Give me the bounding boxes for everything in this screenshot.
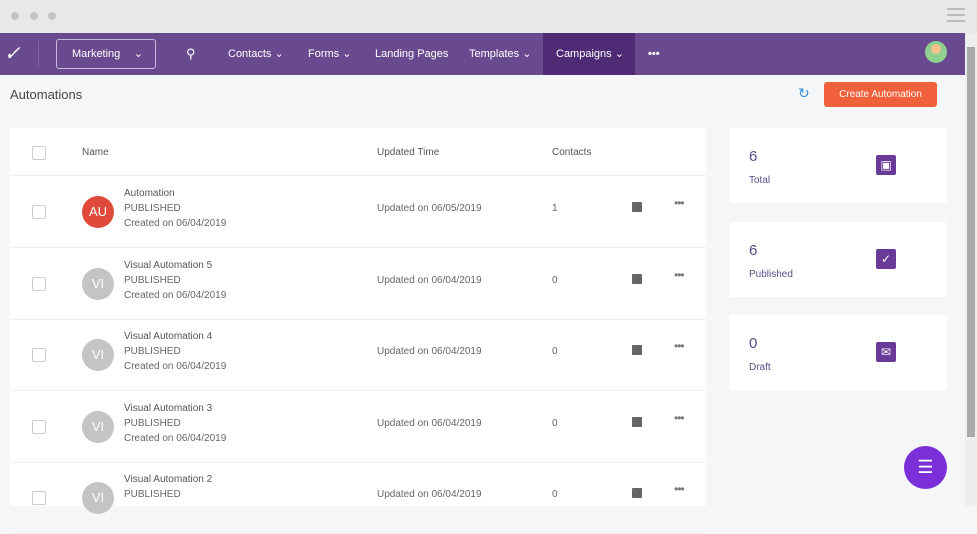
table-row[interactable]: VI Visual Automation 4 PUBLISHED Created… [10, 319, 706, 391]
nav-campaigns[interactable]: Campaigns ⌄ [543, 33, 635, 75]
stat-value: 6 [749, 148, 758, 165]
chevron-down-icon: ⌄ [133, 48, 143, 60]
created-date: Created on 06/04/2019 [124, 361, 227, 372]
avatar: AU [82, 196, 114, 228]
more-options-icon[interactable]: ••• [674, 339, 685, 353]
avatar[interactable] [925, 41, 947, 63]
avatar: VI [82, 410, 114, 443]
table-header: Name Updated Time Contacts [10, 128, 706, 176]
row-checkbox[interactable] [32, 419, 46, 434]
status-badge: PUBLISHED [124, 489, 181, 500]
table-row[interactable]: VI Visual Automation 2 PUBLISHED Updated… [10, 462, 706, 534]
more-options-icon[interactable]: ••• [674, 482, 685, 496]
envelope-icon: ✉ [876, 342, 896, 362]
chat-button[interactable]: ☰ [904, 446, 947, 489]
stat-label: Total [749, 175, 771, 186]
automation-name[interactable]: Visual Automation 3 [124, 402, 213, 414]
stat-label: Published [749, 269, 793, 280]
divider [38, 41, 39, 67]
workspace-select[interactable]: Marketing ⌄ [56, 39, 156, 69]
contacts-count: 0 [552, 346, 558, 357]
more-icon[interactable]: ••• [648, 48, 660, 60]
automation-name[interactable]: Visual Automation 4 [124, 331, 213, 342]
window-dot [30, 12, 38, 20]
contacts-count: 0 [552, 274, 558, 286]
stat-label: Draft [749, 362, 771, 373]
create-automation-button[interactable]: Create Automation [824, 82, 937, 107]
avatar: VI [82, 482, 114, 514]
workspace-label: Marketing [72, 48, 121, 60]
bar-chart-icon[interactable] [632, 345, 642, 355]
stat-card-total[interactable]: 6 Total ▣ [730, 128, 947, 203]
automation-name[interactable]: Visual Automation 2 [124, 474, 213, 485]
avatar: VI [82, 267, 114, 300]
status-badge: PUBLISHED [124, 417, 181, 429]
row-checkbox[interactable] [32, 348, 46, 362]
header-contacts: Contacts [552, 147, 592, 158]
stat-value: 6 [749, 242, 758, 259]
top-nav: ✓ Marketing ⌄ ⚲ Contacts ⌄ Forms ⌄ Landin… [0, 33, 965, 75]
more-options-icon[interactable]: ••• [674, 196, 685, 210]
updated-time: Updated on 06/04/2019 [377, 489, 482, 500]
bar-chart-icon[interactable] [632, 202, 642, 212]
status-badge: PUBLISHED [124, 203, 181, 214]
select-all-checkbox[interactable] [32, 146, 46, 160]
clipboard-check-icon: ✓ [876, 249, 896, 269]
row-checkbox[interactable] [32, 276, 46, 291]
browser-chrome [0, 0, 977, 33]
search-icon[interactable]: ⚲ [186, 46, 196, 61]
scrollbar[interactable] [965, 33, 977, 506]
status-badge: PUBLISHED [124, 274, 181, 286]
table-row[interactable]: VI Visual Automation 3 PUBLISHED Created… [10, 391, 706, 463]
updated-time: Updated on 06/04/2019 [377, 417, 482, 429]
stat-card-draft[interactable]: 0 Draft ✉ [730, 315, 947, 390]
automation-name[interactable]: Visual Automation 5 [124, 259, 213, 271]
created-date: Created on 06/04/2019 [124, 289, 227, 301]
contacts-count: 1 [552, 203, 558, 214]
table-row[interactable]: VI Visual Automation 5 PUBLISHED Created… [10, 248, 706, 320]
table-row[interactable]: AU Automation PUBLISHED Created on 06/04… [10, 176, 706, 248]
save-icon: ▣ [876, 155, 896, 175]
logo-icon[interactable]: ✓ [4, 43, 21, 65]
created-date: Created on 06/04/2019 [124, 218, 227, 229]
avatar: VI [82, 339, 114, 371]
more-options-icon[interactable]: ••• [674, 410, 685, 425]
more-options-icon[interactable]: ••• [674, 267, 685, 282]
updated-time: Updated on 06/05/2019 [377, 203, 482, 214]
row-checkbox[interactable] [32, 491, 46, 505]
status-badge: PUBLISHED [124, 346, 181, 357]
contacts-count: 0 [552, 489, 558, 500]
nav-contacts[interactable]: Contacts ⌄ [228, 48, 284, 60]
bar-chart-icon[interactable] [632, 488, 642, 498]
nav-landing-pages[interactable]: Landing Pages [375, 48, 449, 60]
nav-templates[interactable]: Templates ⌄ [469, 48, 532, 60]
window-dot [11, 12, 19, 20]
stat-card-published[interactable]: 6 Published ✓ [730, 222, 947, 297]
updated-time: Updated on 06/04/2019 [377, 274, 482, 286]
header-updated: Updated Time [377, 147, 440, 158]
refresh-icon[interactable]: ↻ [798, 85, 810, 101]
row-checkbox[interactable] [32, 205, 46, 219]
created-date: Created on 06/04/2019 [124, 432, 227, 444]
nav-forms[interactable]: Forms ⌄ [308, 48, 352, 60]
header-name: Name [82, 147, 109, 158]
menu-icon[interactable] [947, 8, 965, 26]
updated-time: Updated on 06/04/2019 [377, 346, 482, 357]
bar-chart-icon[interactable] [632, 416, 642, 427]
page-title: Automations [10, 87, 83, 102]
automation-name[interactable]: Automation [124, 188, 175, 199]
automations-table: Name Updated Time Contacts AU Automation… [10, 128, 706, 534]
contacts-count: 0 [552, 417, 558, 429]
window-dot [48, 12, 56, 20]
bar-chart-icon[interactable] [632, 273, 642, 284]
stat-value: 0 [749, 335, 758, 352]
